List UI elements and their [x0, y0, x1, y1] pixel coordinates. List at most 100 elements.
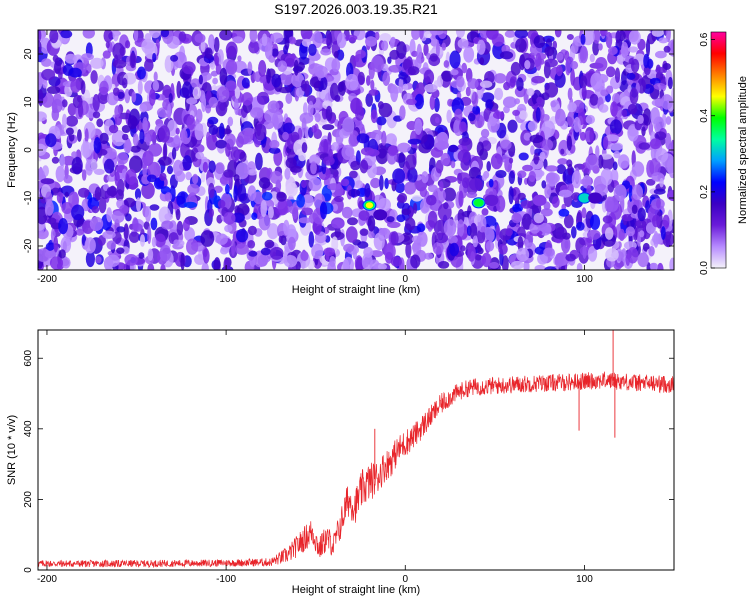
heatmap-cell [498, 243, 508, 255]
heatmap-cell [423, 43, 429, 56]
heatmap-cell [446, 109, 452, 124]
heatmap-cell [164, 192, 172, 202]
heatmap-cell [457, 219, 465, 237]
heatmap-cell [61, 202, 73, 214]
heatmap-cell [589, 53, 595, 63]
heatmap-cell [390, 256, 402, 267]
heatmap-cell [463, 46, 475, 63]
heatmap-cell [449, 242, 460, 257]
heatmap-cell [327, 183, 342, 191]
heatmap-cell [526, 88, 535, 97]
heatmap-cell [477, 247, 484, 255]
heatmap-cell [230, 146, 240, 162]
heatmap-cell [621, 109, 628, 118]
heatmap-cell [215, 233, 228, 245]
heatmap-cell [515, 38, 527, 53]
heatmap-cell [565, 253, 576, 262]
heatmap-cell [465, 86, 471, 97]
heatmap-cell [433, 219, 448, 237]
heatmap-cell [124, 254, 138, 266]
snr-x-tick-label: 0 [402, 574, 408, 585]
heatmap-cell [331, 58, 341, 73]
heatmap-y-tick-label: -20 [23, 238, 34, 253]
heatmap-cell [267, 206, 274, 219]
heatmap-cell [345, 34, 358, 42]
heatmap-cell [495, 224, 501, 242]
heatmap-cell [216, 86, 230, 103]
heatmap-cell [97, 235, 106, 246]
heatmap-cell [576, 262, 583, 270]
heatmap-cell [514, 30, 528, 39]
heatmap-cell [432, 241, 444, 255]
heatmap-cell [144, 33, 152, 43]
heatmap-cell [349, 170, 358, 179]
heatmap-cell [329, 82, 339, 101]
heatmap-cell [387, 56, 392, 64]
heatmap-cell [411, 235, 423, 243]
heatmap-cell [249, 107, 264, 119]
heatmap-cell [348, 134, 358, 147]
heatmap-cell [441, 70, 453, 82]
heatmap-cell [359, 228, 369, 236]
heatmap-cell [148, 143, 163, 157]
heatmap-cell [554, 30, 562, 38]
heatmap-cell [398, 152, 406, 169]
heatmap-cell [494, 87, 504, 101]
heatmap-cell [98, 196, 107, 214]
heatmap-cell [219, 176, 232, 185]
heatmap-cell [508, 186, 514, 205]
heatmap-cell [500, 139, 512, 150]
heatmap-cell [443, 218, 457, 237]
heatmap-cell [93, 137, 102, 154]
heatmap-cell [214, 55, 220, 66]
heatmap-cell [626, 72, 636, 80]
heatmap-cell [527, 120, 538, 132]
heatmap-cell [501, 44, 511, 54]
heatmap-cell [282, 122, 295, 134]
heatmap-cell [200, 72, 212, 81]
heatmap-cell [612, 93, 621, 104]
heatmap-cell [546, 172, 560, 184]
heatmap-cell [366, 75, 371, 86]
heatmap-cell [333, 195, 344, 203]
heatmap-cell [411, 195, 423, 202]
heatmap-cell [331, 236, 339, 252]
heatmap-cell [533, 212, 544, 224]
heatmap-cell [96, 118, 104, 128]
heatmap-cell [183, 201, 198, 209]
heatmap-cell [116, 247, 125, 254]
heatmap-y-label: Frequency (Hz) [6, 112, 18, 188]
heatmap-cell [472, 105, 481, 115]
heatmap-cell [277, 60, 288, 72]
heatmap-cell [617, 154, 630, 169]
heatmap-cell [563, 214, 574, 229]
heatmap-cell [554, 252, 564, 268]
heatmap-cell [358, 210, 370, 221]
heatmap-cell [108, 124, 119, 134]
heatmap-cell [450, 160, 456, 169]
heatmap-cell [224, 224, 233, 233]
heatmap-cell [147, 263, 155, 270]
heatmap-cell [441, 42, 446, 51]
heatmap-cell [405, 242, 412, 258]
heatmap-cell [208, 182, 215, 199]
heatmap-cell [653, 82, 666, 90]
heatmap-cell [103, 30, 113, 43]
heatmap-cell [137, 80, 143, 95]
heatmap-cell [543, 247, 555, 257]
colorbar-scale [710, 31, 727, 269]
heatmap-cell [502, 96, 517, 108]
heatmap-cell [269, 139, 280, 149]
snr-background [38, 330, 674, 570]
heatmap-cell [138, 252, 145, 259]
heatmap-cell [614, 67, 621, 83]
heatmap-cell [307, 100, 314, 117]
heatmap-cell [298, 217, 312, 224]
heatmap-cell [280, 71, 294, 86]
heatmap-cell [291, 206, 299, 220]
heatmap-cell [397, 142, 411, 153]
heatmap-cell [388, 64, 403, 73]
heatmap-cell [516, 77, 524, 92]
heatmap-cell [427, 210, 438, 228]
